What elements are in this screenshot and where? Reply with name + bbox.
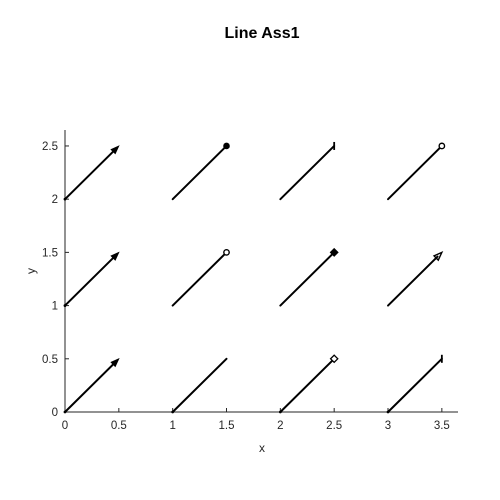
line-segment	[171, 142, 230, 201]
axes	[64, 130, 458, 413]
x-axis-label: x	[259, 441, 265, 455]
segment-line	[387, 255, 439, 307]
x-ticks: 0 0.5 1 1.5 2 2.5 3 3.5	[62, 408, 450, 432]
open-arrow-head	[432, 250, 444, 262]
line-segment	[63, 251, 120, 307]
y-tick-label: 1.5	[42, 247, 58, 259]
line-segment	[279, 141, 336, 201]
filled-arrow-head	[110, 357, 120, 368]
x-tick-label: 3	[385, 420, 391, 432]
segment-line	[279, 251, 336, 307]
dot-tail	[63, 304, 67, 307]
line-segment	[386, 354, 443, 414]
dot-tail	[278, 410, 282, 414]
segment-line	[171, 144, 228, 201]
segment-line	[64, 149, 116, 201]
dot-tail	[386, 410, 390, 414]
dot-tail	[63, 197, 67, 201]
segment-line	[279, 357, 336, 413]
dot-tail	[171, 410, 175, 414]
x-tick-label: 1.5	[219, 420, 235, 432]
y-tick-label: 1	[52, 301, 58, 313]
x-tick-label: 0	[62, 420, 68, 432]
open-diamond-head	[329, 354, 339, 364]
filled-arrow-head	[110, 145, 120, 155]
y-tick-label: 0.5	[42, 354, 58, 366]
line-segment	[387, 142, 446, 201]
segment-line	[387, 144, 443, 201]
line-segment	[171, 357, 228, 414]
line-segment	[278, 354, 339, 414]
line-segments	[63, 141, 446, 414]
dot-tail	[63, 410, 67, 414]
filled-circle-head	[223, 142, 230, 150]
segment-line	[279, 144, 336, 201]
segment-line	[64, 255, 116, 307]
y-tick-label: 2	[52, 194, 58, 206]
y-tick-label: 2.5	[42, 141, 58, 153]
segment-line	[64, 362, 116, 413]
y-axis-label: y	[24, 268, 38, 274]
segment-line	[387, 357, 443, 413]
open-circle-head	[223, 248, 230, 256]
line-segment	[171, 248, 230, 307]
y-tick-label: 0	[52, 407, 58, 419]
line-segment	[63, 145, 120, 201]
filled-diamond-head	[329, 247, 339, 257]
line-segment	[279, 247, 339, 307]
x-tick-label: 2	[277, 420, 283, 432]
chart-title: Line Ass1	[225, 25, 300, 42]
x-tick-label: 3.5	[434, 420, 450, 432]
segment-line	[171, 251, 228, 307]
line-segment	[63, 357, 120, 414]
x-tick-label: 2.5	[326, 420, 342, 432]
x-tick-label: 0.5	[111, 420, 127, 432]
x-tick-label: 1	[169, 420, 175, 432]
line-segment	[387, 250, 444, 307]
open-circle-head	[438, 142, 446, 150]
filled-arrow-head	[110, 251, 120, 261]
segment-line	[171, 357, 228, 413]
y-ticks: 0 0.5 1 1.5 2 2.5	[42, 141, 69, 419]
